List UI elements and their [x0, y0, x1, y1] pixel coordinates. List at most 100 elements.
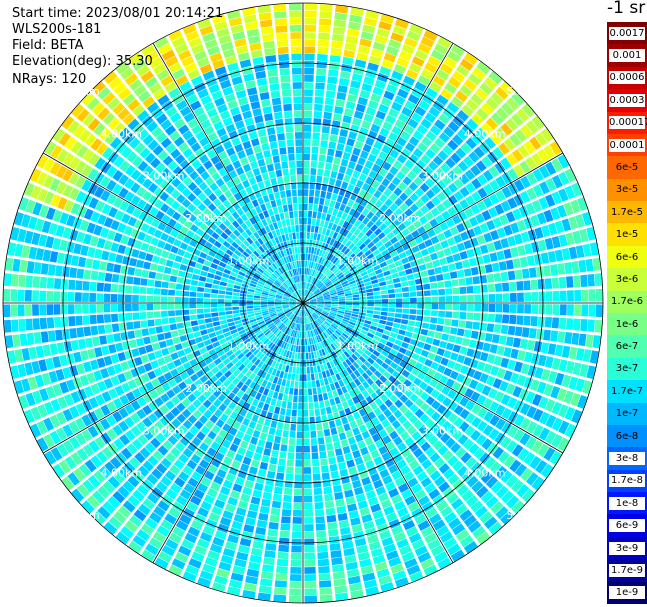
range-gate — [526, 420, 538, 434]
range-gate — [241, 530, 253, 540]
range-gate — [318, 241, 323, 249]
range-gate — [312, 254, 316, 262]
range-gate — [312, 387, 317, 395]
range-gate — [317, 46, 329, 55]
range-gate — [376, 568, 390, 579]
range-gate — [383, 52, 397, 63]
range-gate — [265, 349, 272, 357]
range-gate — [352, 186, 361, 195]
range-gate — [90, 325, 99, 336]
range-gate — [365, 395, 374, 405]
range-gate — [278, 340, 284, 347]
range-gate — [365, 285, 373, 290]
range-gate — [357, 500, 368, 510]
range-gate — [182, 465, 194, 476]
range-gate — [367, 411, 377, 420]
range-gate — [124, 429, 136, 442]
range-gate — [222, 388, 231, 397]
range-gate — [327, 317, 334, 323]
range-gate — [332, 342, 339, 349]
range-gate — [312, 132, 320, 140]
range-gate — [398, 270, 406, 277]
range-gate — [389, 447, 400, 457]
range-gate — [417, 303, 424, 309]
range-gate — [175, 495, 188, 507]
range-gate — [477, 174, 488, 186]
range-gate — [416, 290, 424, 297]
range-gate — [245, 186, 254, 195]
range-gate — [341, 212, 348, 221]
range-gate — [381, 349, 389, 357]
range-gate — [276, 339, 282, 346]
range-gate — [133, 277, 141, 285]
range-gate — [375, 388, 384, 397]
range-gate — [478, 141, 491, 154]
range-gate — [380, 290, 388, 295]
range-gate — [510, 246, 519, 258]
range-gate — [222, 357, 231, 366]
range-gate — [282, 96, 292, 104]
range-gate — [212, 389, 222, 398]
range-gate — [318, 283, 324, 289]
range-gate — [243, 582, 257, 592]
range-gate — [304, 538, 315, 546]
range-gate — [271, 500, 282, 509]
range-gate — [389, 430, 399, 440]
range-gate — [335, 225, 342, 233]
range-gate — [222, 379, 231, 388]
range-gate — [254, 115, 264, 124]
range-gate — [342, 220, 349, 229]
range-gate — [389, 202, 399, 212]
range-gate — [452, 287, 460, 295]
range-gate — [146, 295, 154, 303]
range-gate — [125, 285, 133, 294]
range-gate — [295, 345, 299, 353]
range-gate — [285, 319, 291, 326]
range-gate — [303, 324, 305, 332]
range-gate — [274, 354, 280, 362]
range-gate — [409, 403, 419, 414]
range-gate — [112, 490, 126, 504]
range-gate — [42, 344, 52, 357]
range-gate — [551, 434, 563, 448]
range-gate — [571, 332, 580, 346]
range-gate — [388, 464, 399, 474]
range-gate — [104, 461, 117, 474]
range-gate — [507, 325, 516, 336]
range-gate — [331, 40, 343, 49]
range-gate — [239, 537, 252, 547]
range-gate — [352, 305, 360, 309]
range-gate — [398, 213, 408, 222]
range-gate — [362, 143, 372, 153]
range-gate — [295, 323, 299, 331]
range-gate — [438, 288, 446, 296]
range-gate — [329, 274, 336, 281]
range-gate — [317, 558, 330, 567]
range-gate — [172, 385, 182, 395]
range-gate — [145, 344, 154, 353]
range-gate — [352, 329, 360, 335]
range-gate — [306, 316, 309, 324]
range-gate — [246, 510, 258, 519]
range-gate — [378, 151, 388, 161]
range-gate — [321, 465, 329, 473]
range-gate — [344, 205, 351, 214]
range-gate — [565, 232, 575, 246]
range-gate — [241, 335, 249, 342]
range-gate — [303, 289, 305, 296]
range-gate — [241, 393, 249, 402]
range-gate — [369, 365, 377, 373]
range-gate — [262, 491, 272, 500]
range-gate — [420, 526, 434, 538]
range-gate — [383, 543, 397, 554]
range-gate — [414, 347, 423, 355]
range-gate — [201, 265, 210, 272]
range-gate — [341, 63, 353, 73]
range-gate — [430, 389, 440, 399]
range-gate — [222, 397, 232, 407]
range-gate — [337, 274, 345, 280]
range-gate — [369, 325, 378, 331]
range-gate — [345, 496, 356, 505]
range-gate — [462, 376, 472, 387]
range-gate — [375, 110, 387, 120]
